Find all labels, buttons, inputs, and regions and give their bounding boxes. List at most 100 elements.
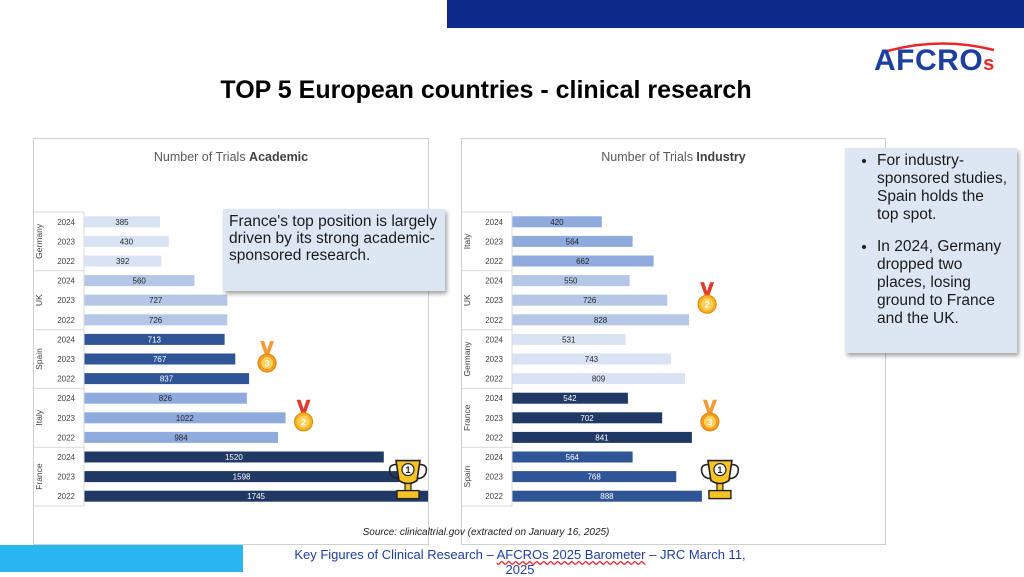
trophy-handle — [728, 463, 740, 480]
bar — [84, 353, 236, 365]
bar-value-label: 564 — [566, 237, 580, 246]
industry-callout-list: For industry-sponsored studies, Spain ho… — [855, 152, 1009, 328]
medal-rank-label: 1 — [717, 465, 722, 475]
trophy-base — [396, 489, 420, 500]
logo-suffix: s — [983, 53, 995, 75]
bar-value-label: 743 — [585, 355, 599, 364]
year-tick-label: 2024 — [57, 335, 75, 344]
year-tick-label: 2024 — [485, 335, 503, 344]
bar — [512, 314, 690, 326]
trophy-badge — [401, 463, 415, 477]
bar-value-label: 1520 — [225, 453, 243, 462]
bar-value-label: 767 — [153, 355, 167, 364]
trophy-icon: 1 — [388, 459, 428, 500]
year-tick-label: 2023 — [57, 237, 75, 246]
bar-value-label: 828 — [594, 316, 608, 325]
year-tick-label: 2022 — [57, 375, 75, 384]
medal-icon: 3 — [257, 341, 277, 373]
year-tick-label: 2024 — [57, 218, 75, 227]
trophy-badge — [713, 463, 727, 477]
year-tick-label: 2023 — [485, 296, 503, 305]
country-label: France — [462, 404, 472, 431]
trophy-stem — [716, 483, 724, 492]
logo-text: AFCRO — [874, 44, 984, 77]
bar-value-label: 550 — [564, 277, 578, 286]
year-tick-label: 2022 — [485, 375, 503, 384]
bar-value-label: 726 — [583, 296, 597, 305]
bar-value-label: 713 — [148, 335, 162, 344]
bar-value-label: 1022 — [176, 414, 194, 423]
bar-value-label: 420 — [550, 218, 564, 227]
bar — [84, 255, 162, 267]
medal-icon: 2 — [697, 282, 717, 314]
bar-value-label: 385 — [115, 218, 129, 227]
chart-title: Number of Trials Industry — [601, 150, 746, 164]
bar-value-label: 1598 — [233, 473, 251, 482]
bar — [512, 235, 633, 247]
medal-inner — [703, 415, 716, 428]
year-tick-label: 2022 — [485, 433, 503, 442]
chart-title-bold: Industry — [696, 150, 745, 164]
industry-bar-chart: Number of Trials Industry Italy 2024 420 202… — [462, 150, 746, 507]
year-tick-label: 2022 — [485, 316, 503, 325]
bar — [512, 294, 668, 306]
country-label: Spain — [34, 348, 44, 370]
medal-inner — [701, 298, 714, 311]
bar — [84, 392, 247, 404]
academic-bar-chart: Number of Trials Academic Germany 2024 385 2… — [34, 150, 428, 507]
source-note: Source: clinicaltrial.gov (extracted on … — [362, 527, 610, 538]
country-label: UK — [462, 294, 472, 306]
industry-callout-item: In 2024, Germany dropped two places, los… — [877, 238, 1009, 328]
medal-inner — [261, 357, 274, 369]
chart-title-prefix: Number of Trials — [154, 150, 249, 164]
bar — [512, 275, 630, 287]
bar-value-label: 768 — [587, 473, 601, 482]
bar-value-label: 841 — [595, 433, 609, 442]
bar — [512, 333, 626, 345]
bar-value-label: 826 — [159, 394, 173, 403]
bar — [512, 490, 702, 502]
trophy-handle — [700, 463, 711, 480]
bar — [512, 373, 686, 385]
bar — [84, 314, 228, 326]
trophy-base — [708, 489, 732, 500]
country-label: France — [34, 463, 44, 490]
medal-ribbon — [700, 282, 715, 297]
bar-value-label: 392 — [116, 257, 130, 266]
bar — [84, 294, 228, 306]
country-label: Germany — [462, 341, 472, 377]
bar-value-label: 560 — [133, 277, 147, 286]
year-tick-label: 2023 — [57, 296, 75, 305]
bar-value-label: 1745 — [247, 492, 265, 501]
industry-chart-panel: Number of Trials Industry Italy 2024 420 202… — [461, 138, 886, 545]
year-tick-label: 2023 — [57, 355, 75, 364]
year-tick-label: 2023 — [485, 355, 503, 364]
year-tick-label: 2022 — [57, 433, 75, 442]
chart-title-bold: Academic — [249, 150, 308, 164]
academic-chart-panel: Number of Trials Academic Germany 2024 385 2… — [33, 138, 429, 545]
bar — [84, 235, 169, 247]
medal-rank-label: 3 — [707, 417, 712, 427]
bar — [84, 490, 428, 502]
year-tick-label: 2024 — [57, 453, 75, 462]
industry-callout-item: For industry-sponsored studies, Spain ho… — [877, 152, 1009, 224]
page-title: TOP 5 European countries - clinical rese… — [220, 76, 752, 104]
medal-rank-label: 1 — [405, 465, 410, 475]
chart-title: Number of Trials Academic — [154, 150, 308, 164]
bar — [512, 216, 602, 228]
logo-swoosh-icon — [883, 42, 995, 54]
trophy-handle — [416, 463, 428, 480]
bar — [512, 451, 633, 463]
bar-value-label: 531 — [562, 335, 576, 344]
footer-caption: Key Figures of Clinical Research – AFCRO… — [280, 547, 760, 577]
bar — [512, 255, 654, 267]
year-tick-label: 2023 — [57, 473, 75, 482]
afcros-logo: AFCROs — [874, 38, 1004, 80]
bar-value-label: 430 — [120, 237, 134, 246]
bar-value-label: 984 — [174, 433, 188, 442]
footer-barometer-link: AFCROs 2025 Barometer — [496, 547, 646, 562]
bar — [84, 451, 384, 463]
trophy-icon: 1 — [700, 459, 740, 500]
bar-value-label: 662 — [576, 257, 590, 266]
bar — [512, 392, 628, 404]
